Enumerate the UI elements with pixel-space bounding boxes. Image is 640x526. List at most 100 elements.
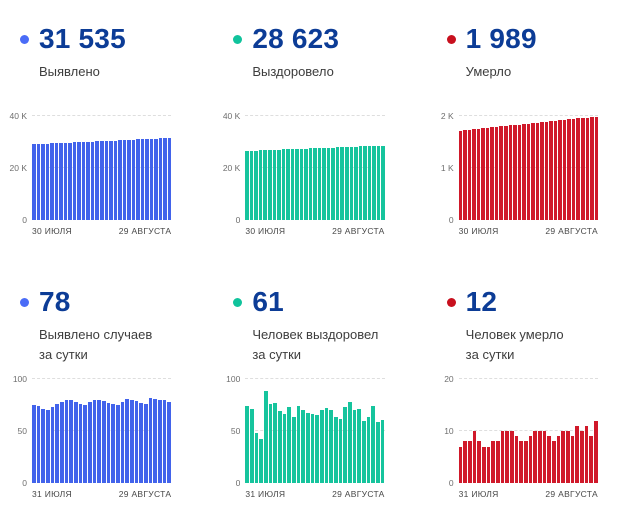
bar[interactable]: [540, 122, 544, 220]
bar[interactable]: [594, 116, 599, 220]
bar[interactable]: [145, 139, 149, 220]
bar[interactable]: [576, 118, 580, 220]
bar[interactable]: [531, 123, 535, 220]
bar[interactable]: [594, 420, 598, 483]
bar[interactable]: [50, 143, 54, 220]
bar[interactable]: [282, 414, 287, 483]
bar[interactable]: [566, 431, 570, 483]
bar[interactable]: [290, 149, 295, 220]
bar[interactable]: [127, 139, 131, 220]
bar[interactable]: [343, 407, 348, 483]
bar[interactable]: [74, 401, 78, 483]
bar[interactable]: [78, 403, 83, 483]
bar[interactable]: [556, 436, 561, 483]
bar[interactable]: [69, 399, 74, 483]
bar[interactable]: [97, 399, 102, 483]
bar[interactable]: [357, 409, 362, 483]
bar[interactable]: [296, 406, 301, 483]
bar[interactable]: [499, 126, 503, 220]
bar[interactable]: [154, 138, 158, 220]
bar[interactable]: [167, 138, 172, 220]
bar[interactable]: [505, 431, 510, 483]
bar[interactable]: [570, 436, 575, 483]
bar[interactable]: [45, 143, 50, 220]
bar[interactable]: [90, 141, 95, 220]
bar[interactable]: [372, 145, 376, 220]
bar[interactable]: [558, 120, 562, 220]
bar[interactable]: [158, 399, 162, 483]
bar[interactable]: [122, 140, 127, 220]
bar[interactable]: [472, 129, 476, 220]
bar[interactable]: [496, 441, 500, 483]
bar[interactable]: [524, 441, 528, 483]
bar[interactable]: [514, 436, 519, 483]
bar[interactable]: [547, 436, 552, 483]
bar[interactable]: [320, 410, 324, 483]
bar[interactable]: [477, 441, 482, 483]
bar[interactable]: [376, 145, 381, 220]
bar[interactable]: [528, 436, 533, 483]
bar[interactable]: [561, 431, 566, 483]
bar[interactable]: [286, 149, 290, 220]
bar[interactable]: [585, 117, 590, 220]
bar[interactable]: [476, 128, 481, 220]
bar[interactable]: [571, 118, 576, 220]
bar[interactable]: [367, 146, 372, 220]
bar[interactable]: [50, 407, 55, 483]
bar[interactable]: [366, 417, 371, 483]
bar[interactable]: [268, 403, 273, 483]
bar[interactable]: [340, 147, 345, 220]
bar[interactable]: [304, 148, 308, 220]
bar[interactable]: [458, 446, 463, 483]
bar[interactable]: [362, 420, 366, 483]
bar[interactable]: [326, 147, 331, 220]
bar[interactable]: [575, 425, 580, 483]
bar[interactable]: [134, 400, 139, 483]
bar[interactable]: [544, 121, 549, 220]
bar[interactable]: [381, 145, 385, 220]
bar[interactable]: [36, 406, 41, 483]
bar[interactable]: [292, 417, 296, 483]
bar[interactable]: [249, 150, 254, 220]
bar[interactable]: [491, 441, 496, 483]
bar[interactable]: [125, 398, 130, 483]
bar[interactable]: [111, 403, 116, 483]
bar[interactable]: [140, 139, 145, 220]
bar[interactable]: [267, 150, 272, 220]
bar[interactable]: [380, 419, 385, 483]
bar[interactable]: [167, 401, 172, 483]
bar[interactable]: [313, 148, 317, 220]
bar[interactable]: [329, 410, 334, 483]
bar[interactable]: [162, 399, 167, 483]
bar[interactable]: [83, 405, 88, 483]
bar[interactable]: [519, 441, 524, 483]
bar[interactable]: [472, 431, 477, 483]
bar[interactable]: [517, 124, 522, 220]
bar[interactable]: [589, 436, 594, 483]
bar[interactable]: [467, 129, 472, 220]
bar[interactable]: [81, 141, 86, 220]
bar[interactable]: [486, 446, 491, 483]
bar[interactable]: [63, 142, 68, 220]
bar[interactable]: [306, 413, 310, 483]
bar[interactable]: [60, 401, 64, 483]
bar[interactable]: [99, 141, 104, 220]
bar[interactable]: [363, 146, 367, 220]
bar[interactable]: [315, 415, 320, 483]
bar[interactable]: [490, 127, 494, 220]
bar[interactable]: [308, 148, 313, 220]
bar[interactable]: [345, 147, 349, 220]
bar[interactable]: [72, 142, 77, 220]
bar[interactable]: [54, 143, 59, 220]
bar[interactable]: [468, 441, 472, 483]
bar[interactable]: [295, 148, 299, 220]
bar[interactable]: [116, 405, 120, 483]
bar[interactable]: [163, 138, 167, 220]
bar[interactable]: [131, 139, 136, 220]
bar[interactable]: [526, 123, 531, 220]
bar[interactable]: [258, 150, 263, 220]
bar[interactable]: [77, 142, 81, 220]
bar[interactable]: [458, 130, 463, 220]
bar[interactable]: [106, 402, 111, 483]
bar[interactable]: [562, 119, 567, 220]
